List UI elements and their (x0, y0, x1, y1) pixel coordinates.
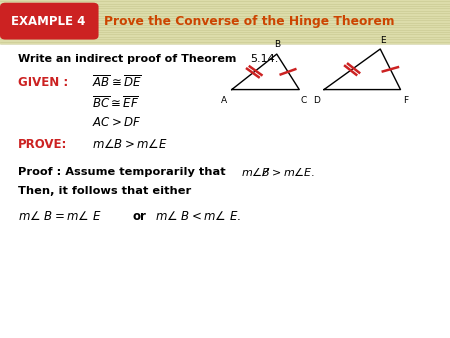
Bar (0, 96, 450, 101)
Bar (0, 79, 450, 83)
Text: E: E (380, 35, 385, 45)
Text: GIVEN :: GIVEN : (18, 76, 68, 89)
Text: $\overline{AB}\cong\overline{DE}$: $\overline{AB}\cong\overline{DE}$ (92, 75, 142, 91)
Text: Then, it follows that either: Then, it follows that either (18, 186, 191, 196)
Bar (0, 334, 450, 338)
Bar (0, 26, 450, 30)
Text: $m\angle B > m\angle E$: $m\angle B > m\angle E$ (92, 138, 168, 151)
Bar (0, 70, 450, 74)
Bar (0, 246, 450, 250)
Bar (0, 35, 450, 39)
Text: A: A (221, 96, 227, 105)
Bar (0, 290, 450, 294)
Bar (0, 61, 450, 66)
Bar (0, 140, 450, 145)
Bar (0, 281, 450, 285)
Bar (0, 114, 450, 118)
Bar (0, 158, 450, 162)
Text: F: F (403, 96, 408, 105)
Bar (0, 307, 450, 312)
Bar (0, 228, 450, 233)
Bar (0, 211, 450, 215)
Bar (0, 298, 450, 303)
Bar (0, 131, 450, 136)
Bar (0, 167, 450, 171)
Bar (0, 272, 450, 276)
Text: D: D (313, 96, 320, 105)
Text: C: C (301, 96, 307, 105)
Bar (0, 219, 450, 224)
Bar (0, 0, 450, 4)
Bar (0, 149, 450, 153)
FancyBboxPatch shape (0, 44, 450, 338)
Text: Proof : Assume temporarily that: Proof : Assume temporarily that (18, 167, 225, 177)
Text: EXAMPLE 4: EXAMPLE 4 (11, 15, 86, 28)
Bar (0, 123, 450, 127)
Bar (0, 237, 450, 241)
Text: $m\angle B\not> m\angle E.$: $m\angle B\not> m\angle E.$ (241, 165, 315, 178)
Bar (0, 316, 450, 320)
Bar (0, 325, 450, 329)
Text: Prove the Converse of the Hinge Theorem: Prove the Converse of the Hinge Theorem (104, 15, 394, 28)
Bar (0, 52, 450, 57)
Text: 5.14.: 5.14. (250, 54, 278, 64)
Text: Write an indirect proof of Theorem: Write an indirect proof of Theorem (18, 54, 236, 64)
FancyBboxPatch shape (0, 0, 450, 44)
FancyBboxPatch shape (0, 3, 99, 40)
Bar (0, 105, 450, 110)
Text: $m\angle\ B = m\angle\ E$: $m\angle\ B = m\angle\ E$ (18, 210, 102, 223)
Bar (0, 263, 450, 268)
Bar (0, 184, 450, 189)
Bar (0, 202, 450, 206)
Bar (0, 175, 450, 180)
Bar (0, 44, 450, 48)
Bar (0, 88, 450, 92)
Text: PROVE:: PROVE: (18, 138, 68, 151)
Text: $AC > DF$: $AC > DF$ (92, 116, 141, 129)
Text: or: or (133, 210, 147, 223)
Text: B: B (274, 40, 281, 49)
Bar (0, 193, 450, 197)
Bar (0, 255, 450, 259)
Text: $m\angle\ B < m\angle\ E.$: $m\angle\ B < m\angle\ E.$ (155, 210, 241, 223)
Bar (0, 17, 450, 22)
Text: $\overline{BC}\cong\overline{EF}$: $\overline{BC}\cong\overline{EF}$ (92, 95, 139, 111)
Bar (0, 8, 450, 13)
